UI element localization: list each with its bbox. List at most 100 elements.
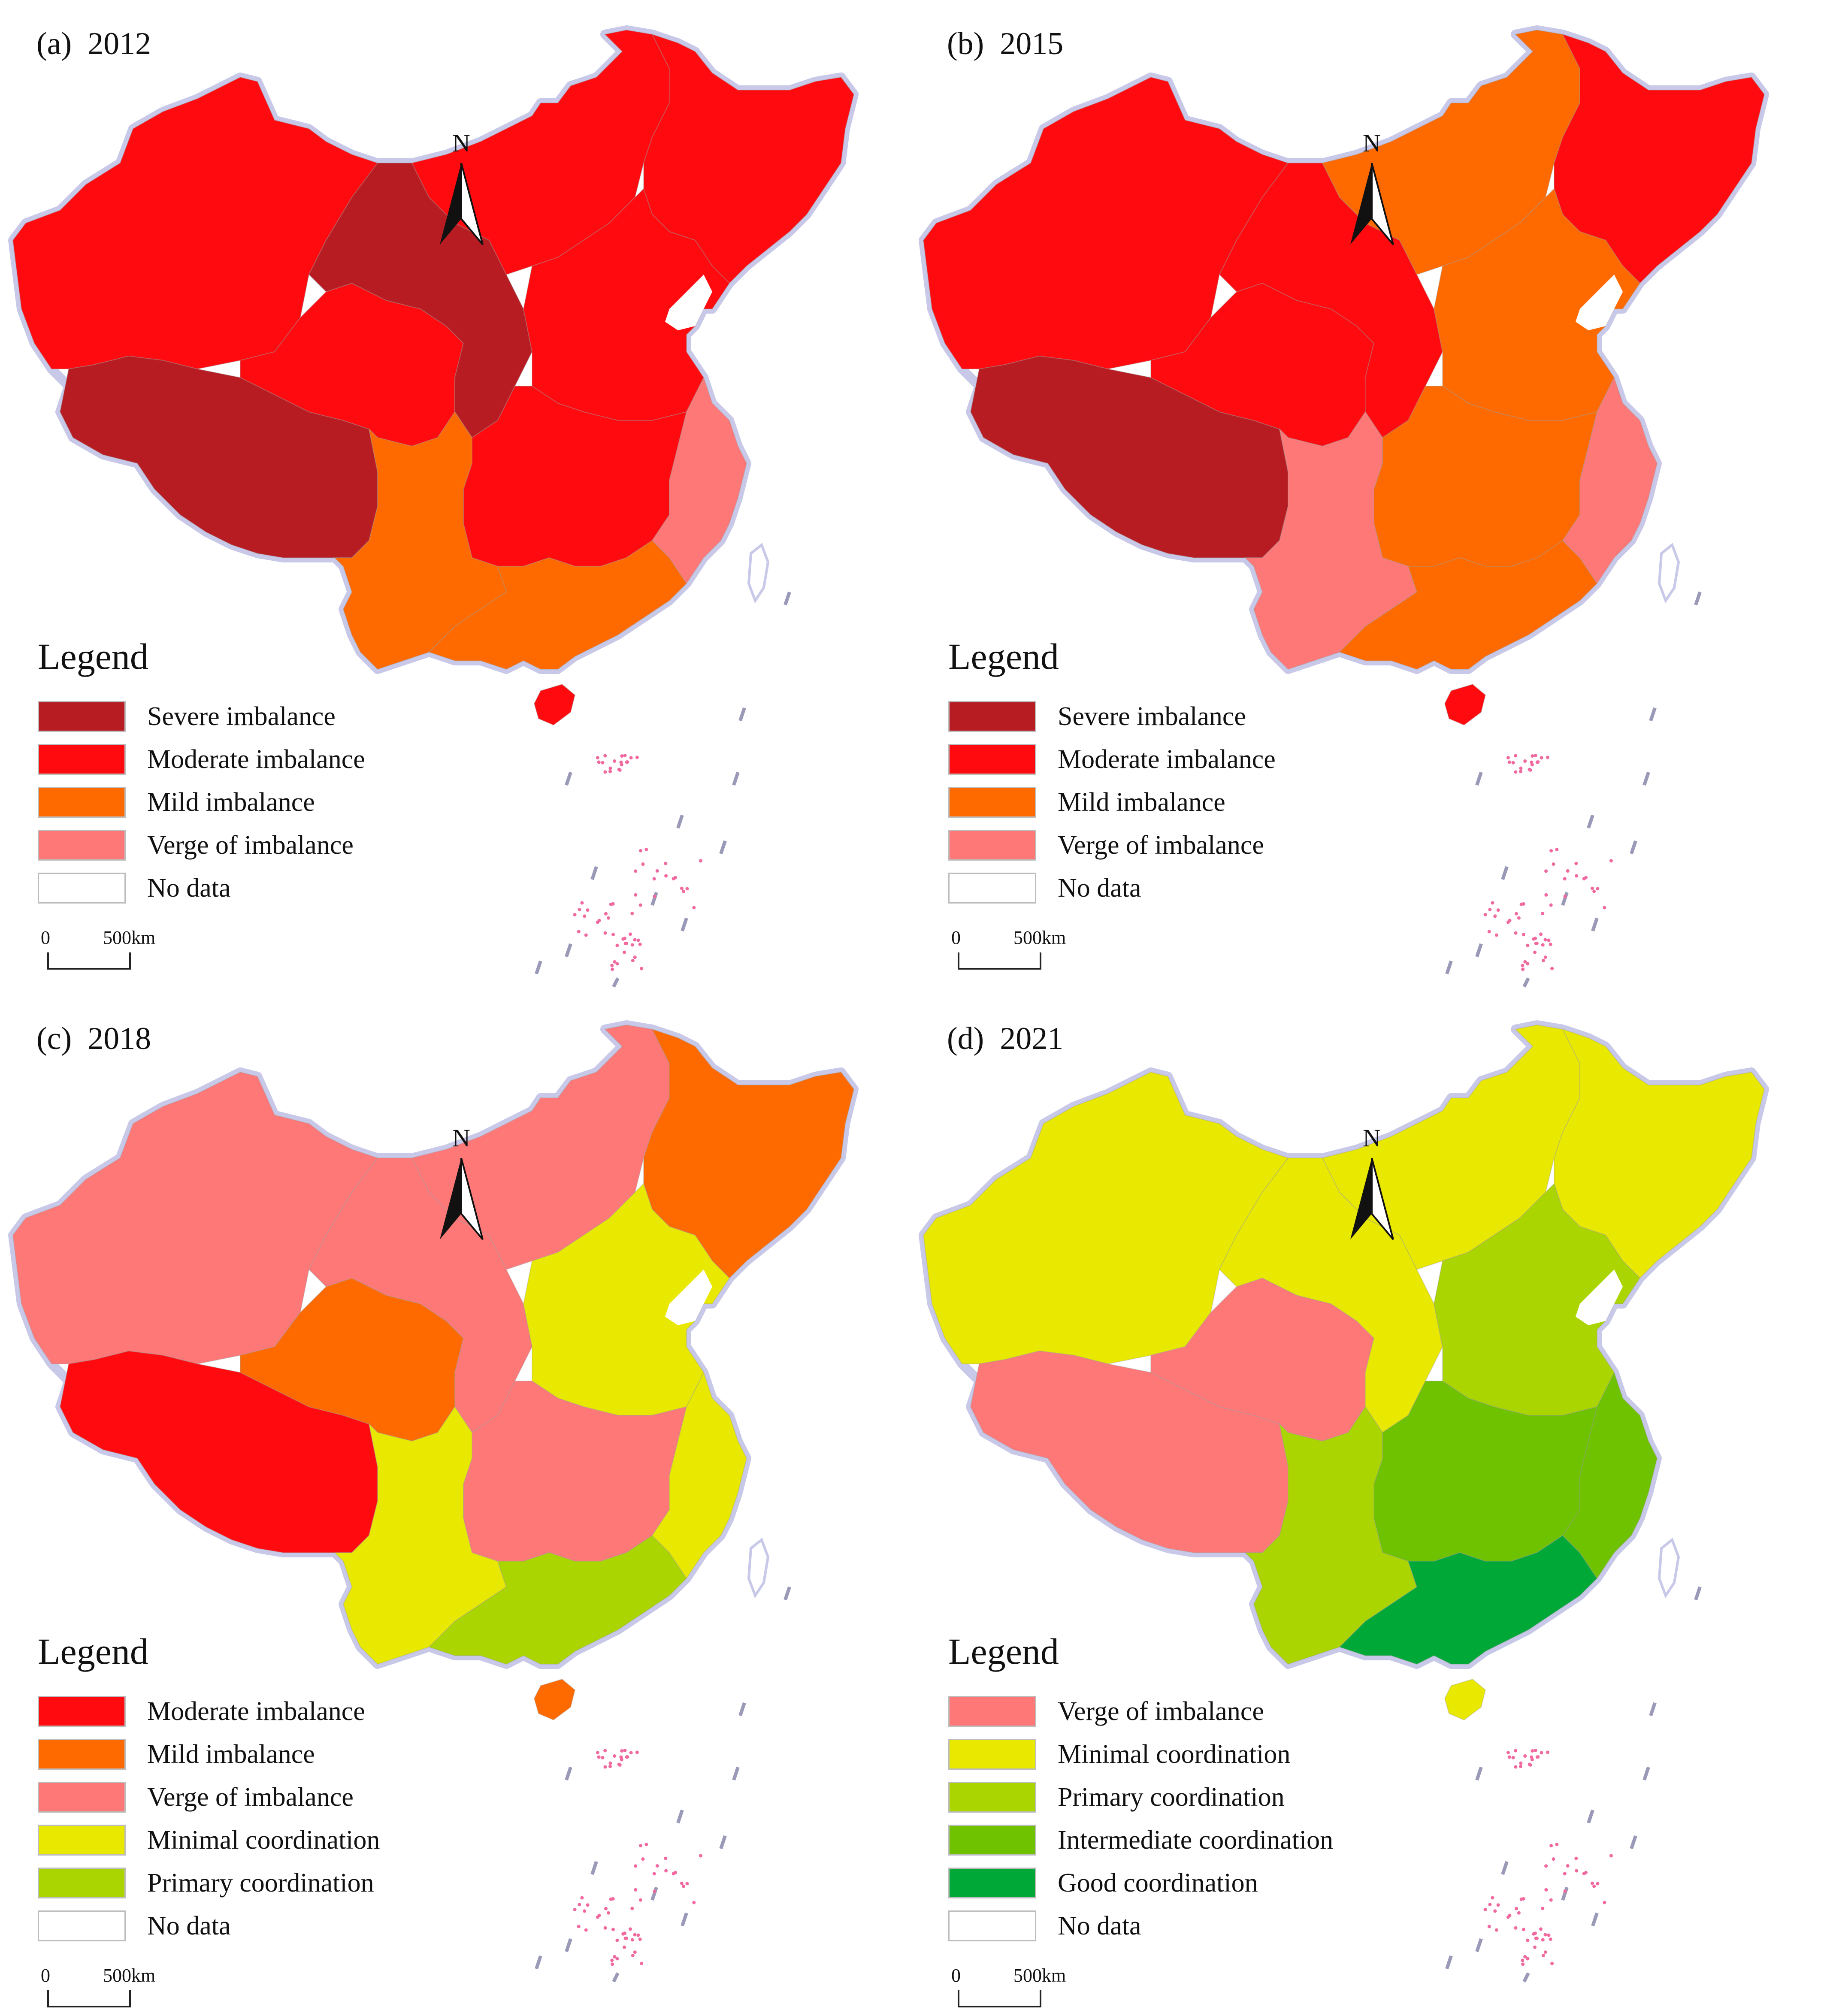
legend-swatch (38, 1782, 126, 1813)
island-dot (601, 1756, 605, 1759)
island-dot (1519, 1765, 1523, 1768)
island-dot (673, 1871, 677, 1874)
region-northeast[interactable] (643, 33, 855, 284)
island-dot (1521, 1959, 1525, 1962)
region-east-coast[interactable] (1562, 376, 1658, 584)
legend-swatch (948, 1696, 1036, 1727)
region-southwest[interactable] (333, 1406, 507, 1665)
sea-boundary-dash (1694, 591, 1702, 606)
region-hainan[interactable] (533, 1678, 576, 1721)
island-dot (1488, 1903, 1492, 1907)
island-dot (634, 1864, 638, 1868)
sea-boundary-dash (738, 1702, 746, 1717)
legend-label: Good coordination (1058, 1868, 1258, 1898)
island-dot (1528, 1763, 1532, 1767)
legend-swatch (38, 873, 126, 904)
island-dot (633, 938, 637, 942)
island-dot (638, 1937, 642, 1941)
legend-label: Minimal coordination (147, 1825, 380, 1855)
sea-boundary-dash (1694, 1586, 1702, 1601)
island-dot (1514, 931, 1518, 935)
legend-label: Moderate imbalance (147, 1696, 365, 1726)
sea-boundary-dash (732, 1766, 740, 1781)
island-dot (638, 1898, 642, 1902)
region-south[interactable] (1339, 1535, 1598, 1665)
region-south[interactable] (1339, 540, 1598, 670)
sea-boundary-dash (719, 840, 727, 855)
island-dot (629, 756, 633, 760)
island-dot (664, 1869, 668, 1873)
scale-line (47, 1990, 131, 2007)
sea-boundary-dash (783, 591, 791, 606)
region-hainan[interactable] (1444, 683, 1486, 726)
legend-swatch (948, 744, 1036, 775)
island-dot (653, 895, 656, 898)
island-dot (1549, 1937, 1552, 1941)
scale-distance: 500km (103, 927, 156, 948)
island-dot (1507, 760, 1511, 764)
island-dot (1487, 1925, 1491, 1928)
island-dot (1531, 1749, 1534, 1753)
island-dot (586, 908, 590, 912)
island-dot (611, 933, 615, 937)
island-dot (603, 754, 607, 758)
region-southwest[interactable] (1244, 411, 1418, 670)
island-dot (1547, 938, 1551, 942)
legend-item: Verge of imbalance (948, 1690, 1420, 1733)
sea-boundary-dash (535, 960, 542, 975)
region-northeast[interactable] (643, 1028, 855, 1279)
island-dot (1592, 1884, 1596, 1888)
north-arrow: N (429, 129, 493, 249)
legend-label: Intermediate coordination (1058, 1825, 1334, 1855)
island-dot (1534, 941, 1538, 945)
legend-title: Legend (948, 1631, 1059, 1672)
region-east-coast[interactable] (1562, 1371, 1658, 1579)
legend-label: Severe imbalance (1058, 701, 1246, 731)
legend-item: No data (948, 1904, 1420, 1947)
region-east-coast[interactable] (651, 1371, 747, 1579)
island-dot (1566, 1864, 1570, 1868)
island-dot (1488, 908, 1492, 912)
legend-swatch (948, 1825, 1036, 1856)
region-hainan[interactable] (533, 683, 576, 726)
sea-boundary-dash (1630, 840, 1637, 855)
island-dot (623, 1936, 627, 1940)
island-dot (1539, 1927, 1543, 1931)
region-south[interactable] (428, 540, 687, 670)
legend-swatch (38, 830, 126, 861)
map-panel-d: (d) 2021 N Legend Verge of imbalance Minimal… (910, 995, 1821, 2007)
region-northeast[interactable] (1554, 1028, 1765, 1279)
island-dot (573, 913, 577, 917)
sea-boundary-dash (1630, 1835, 1637, 1850)
region-hainan[interactable] (1444, 1678, 1486, 1721)
sea-boundary-dash (681, 917, 688, 932)
island-dot (1530, 760, 1534, 764)
region-southwest[interactable] (333, 411, 507, 670)
legend-title: Legend (38, 1631, 148, 1672)
island-dot (1552, 862, 1555, 866)
island-dot (1534, 1748, 1537, 1752)
region-south[interactable] (428, 1535, 687, 1665)
panel-title: (b) 2015 (947, 26, 1064, 61)
scale-bar: 0 500km (951, 1965, 1066, 2016)
island-dot (1541, 1953, 1545, 1957)
island-dot (608, 1765, 612, 1768)
island-dot (1547, 1933, 1551, 1937)
island-dot (629, 932, 632, 936)
island-dot (1574, 1856, 1578, 1860)
island-dot (1541, 958, 1545, 962)
legend: Legend Verge of imbalance Minimal coordina… (948, 1630, 1420, 1947)
island-dot (1523, 1955, 1527, 1959)
legend-swatch (948, 873, 1036, 904)
scale-bar: 0 500km (951, 927, 1066, 978)
region-northeast[interactable] (1554, 33, 1765, 284)
sea-boundary-dash (738, 707, 746, 722)
region-southwest[interactable] (1244, 1406, 1418, 1665)
island-dot (1515, 912, 1519, 916)
choropleth-map (8, 25, 859, 988)
region-east-coast[interactable] (651, 376, 747, 584)
island-dot (1514, 754, 1518, 758)
island-dot (580, 901, 584, 905)
island-dot (680, 886, 684, 890)
